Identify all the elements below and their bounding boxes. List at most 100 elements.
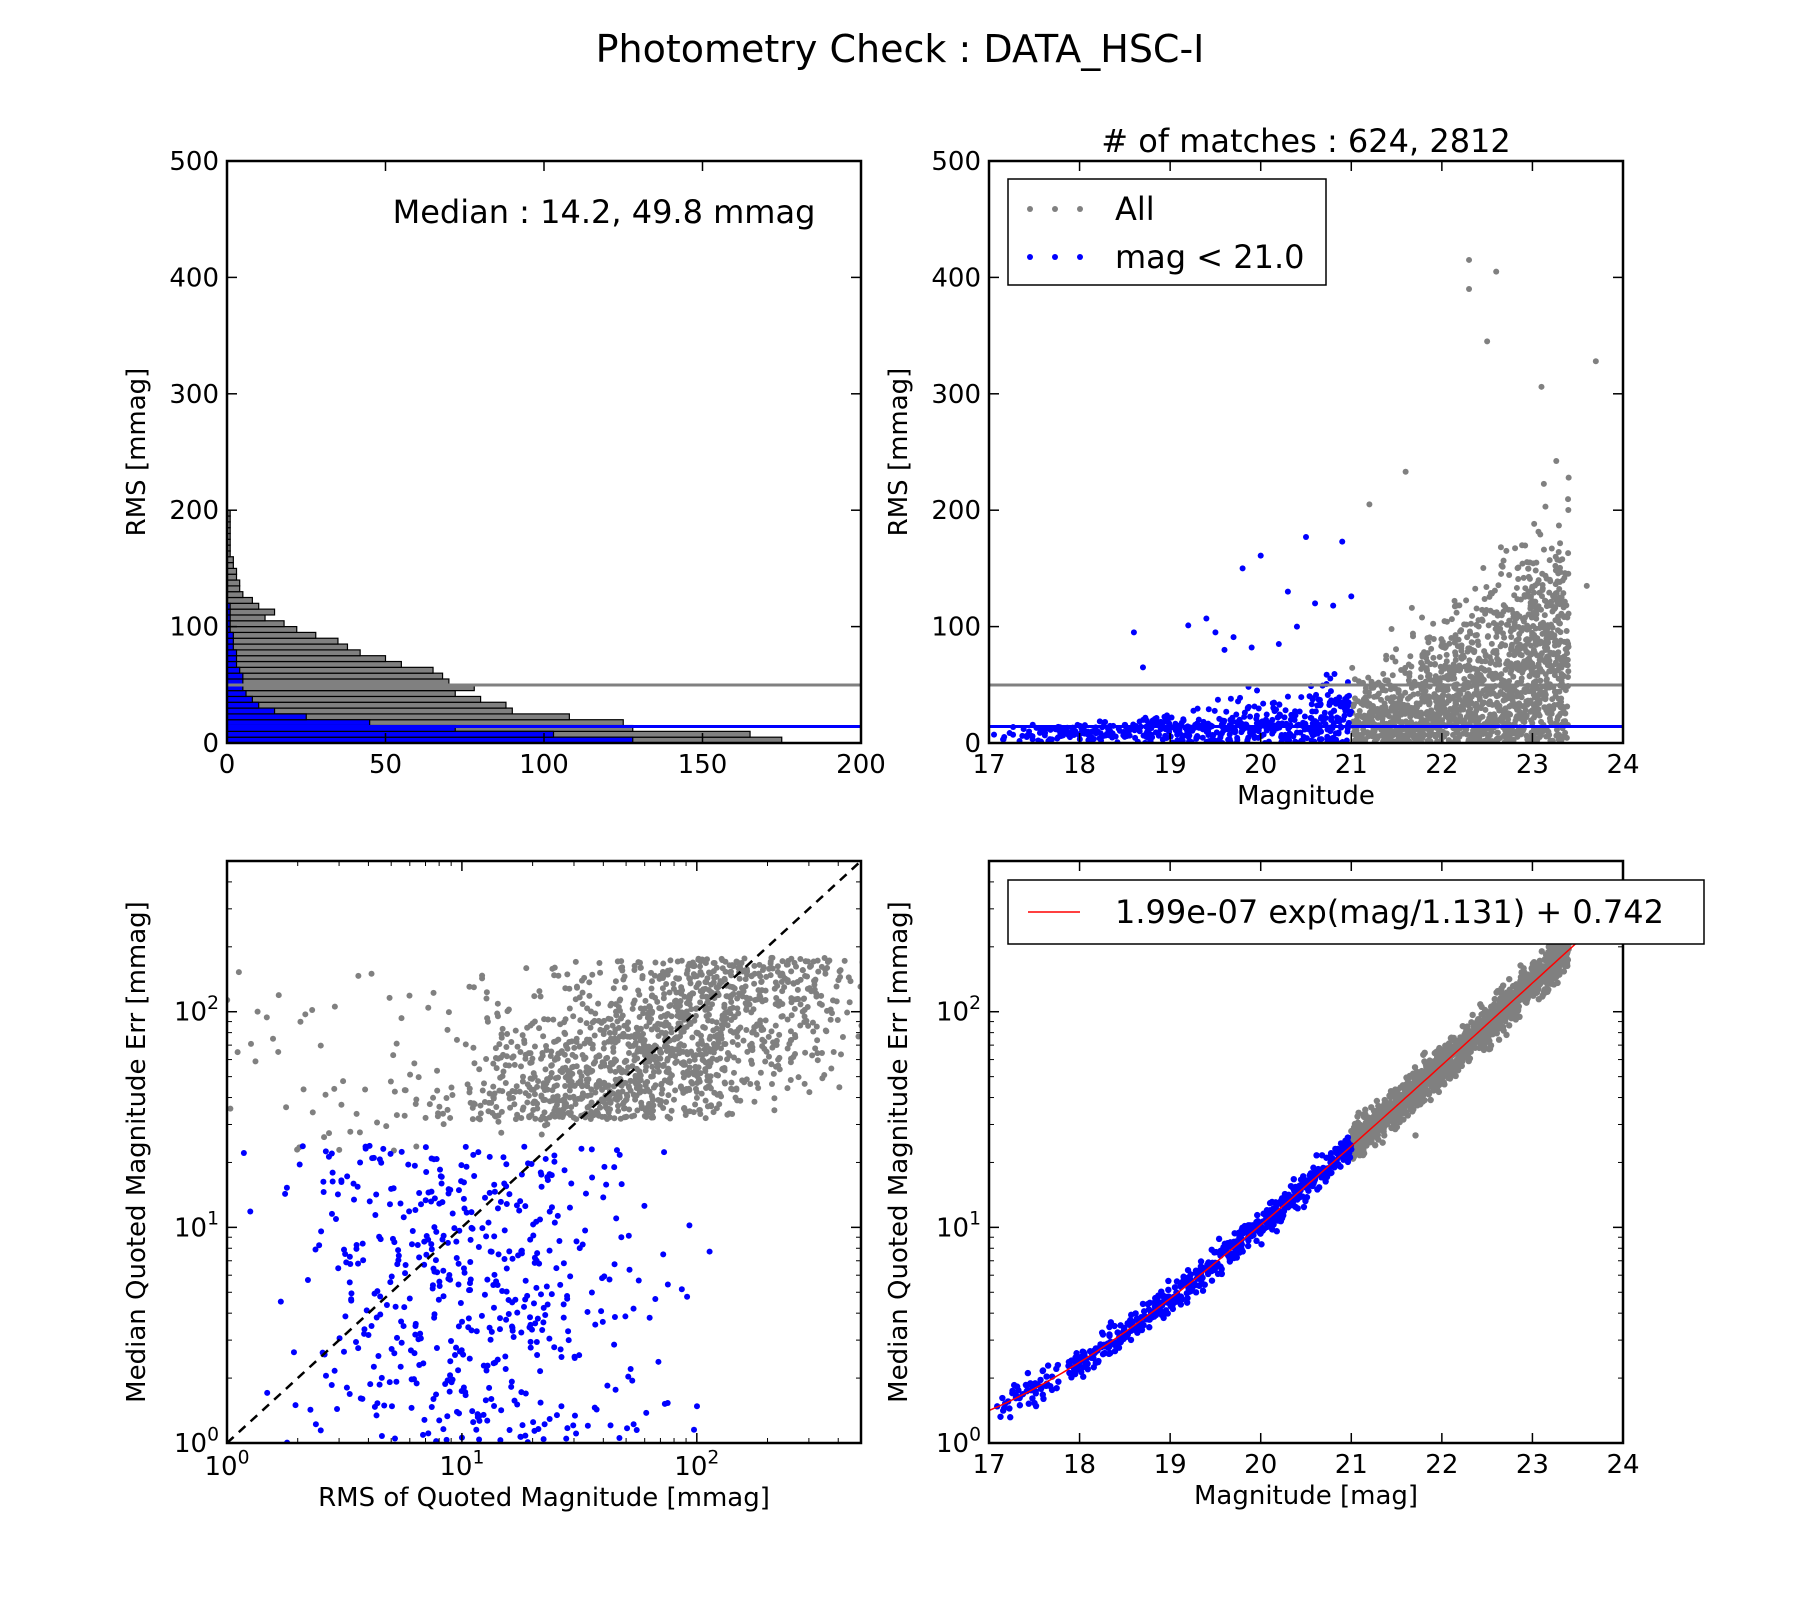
data-point (754, 1080, 761, 1087)
data-point (547, 1053, 554, 1060)
data-point (458, 1178, 465, 1185)
data-point (710, 959, 717, 966)
data-point (1497, 735, 1504, 742)
data-point (447, 1186, 454, 1193)
data-point (449, 1376, 456, 1383)
plot-frame (987, 159, 1625, 745)
data-point (414, 1242, 421, 1249)
data-point (240, 1150, 247, 1157)
data-point (1499, 563, 1506, 570)
data-point (671, 998, 678, 1005)
data-point (1254, 687, 1261, 694)
data-point (570, 1013, 577, 1020)
data-point (1439, 643, 1446, 650)
data-point (275, 992, 282, 999)
data-point (770, 1070, 777, 1077)
histogram-bars (227, 509, 861, 743)
data-point (292, 1402, 299, 1409)
y-tick-label: 500 (169, 147, 219, 177)
data-point (511, 1061, 518, 1068)
data-point (664, 1400, 671, 1407)
data-point (507, 1104, 514, 1111)
data-point (676, 1050, 683, 1057)
data-point (551, 1219, 558, 1226)
data-point (503, 1316, 510, 1323)
data-point (652, 959, 659, 966)
data-point (727, 994, 734, 1001)
data-point (786, 1040, 793, 1047)
data-point (1349, 664, 1356, 671)
data-point (1555, 548, 1562, 555)
data-point (1456, 602, 1463, 609)
data-point (353, 1245, 360, 1252)
data-point (1500, 602, 1507, 609)
data-point (493, 1103, 500, 1110)
data-point (757, 1017, 764, 1024)
data-point (1500, 557, 1507, 564)
data-point (517, 1063, 524, 1070)
data-point (760, 964, 767, 971)
data-point (483, 995, 490, 1002)
data-point (602, 1101, 609, 1108)
data-point (423, 1251, 430, 1258)
data-point (342, 1250, 349, 1257)
data-point (494, 1205, 501, 1212)
data-point (551, 1158, 558, 1165)
data-point (1547, 668, 1554, 675)
data-point (1552, 562, 1559, 569)
data-point (460, 1265, 467, 1272)
data-point (625, 1232, 632, 1239)
data-point (1500, 608, 1507, 615)
data-point (1428, 645, 1435, 652)
data-point (512, 1027, 519, 1034)
data-point (402, 1270, 409, 1277)
data-point (615, 1107, 622, 1114)
data-point (431, 1224, 438, 1231)
data-point (428, 1188, 435, 1195)
data-point (750, 1006, 757, 1013)
data-point (686, 1064, 693, 1071)
data-point (1324, 736, 1331, 743)
data-point (560, 1260, 567, 1267)
data-point (790, 1053, 797, 1060)
data-point (459, 1318, 466, 1325)
data-point (641, 1005, 648, 1012)
data-point (1046, 736, 1053, 743)
data-point (688, 1006, 695, 1013)
data-point (805, 958, 812, 965)
data-point (767, 972, 774, 979)
data-point (329, 1178, 336, 1185)
data-point (587, 1024, 594, 1031)
data-point (477, 1110, 484, 1117)
data-point (1247, 730, 1254, 737)
data-point (571, 1044, 578, 1051)
data-point (598, 1019, 605, 1026)
data-point (1552, 553, 1559, 560)
data-point (707, 1048, 714, 1055)
histogram-bar (227, 614, 266, 622)
data-point (571, 1412, 578, 1419)
y-axis-label: RMS [mmag] (122, 368, 152, 537)
data-point (749, 1029, 756, 1036)
data-point (422, 1144, 429, 1151)
data-point (718, 955, 725, 962)
data-point (357, 1395, 364, 1402)
data-point (751, 962, 758, 969)
data-point (583, 1020, 590, 1027)
data-point (787, 1059, 794, 1066)
data-point (649, 978, 656, 985)
data-point (516, 1207, 523, 1214)
data-point (1480, 676, 1487, 683)
data-point (610, 985, 617, 992)
data-point (1510, 673, 1517, 680)
data-point (1396, 695, 1403, 702)
data-point (913, 1002, 919, 1008)
data-point (642, 1080, 649, 1087)
data-point (1565, 474, 1572, 481)
data-point (543, 1283, 550, 1290)
data-point (1320, 718, 1327, 725)
data-point (957, 965, 963, 971)
data-point (692, 1068, 699, 1075)
data-point (655, 1068, 662, 1075)
